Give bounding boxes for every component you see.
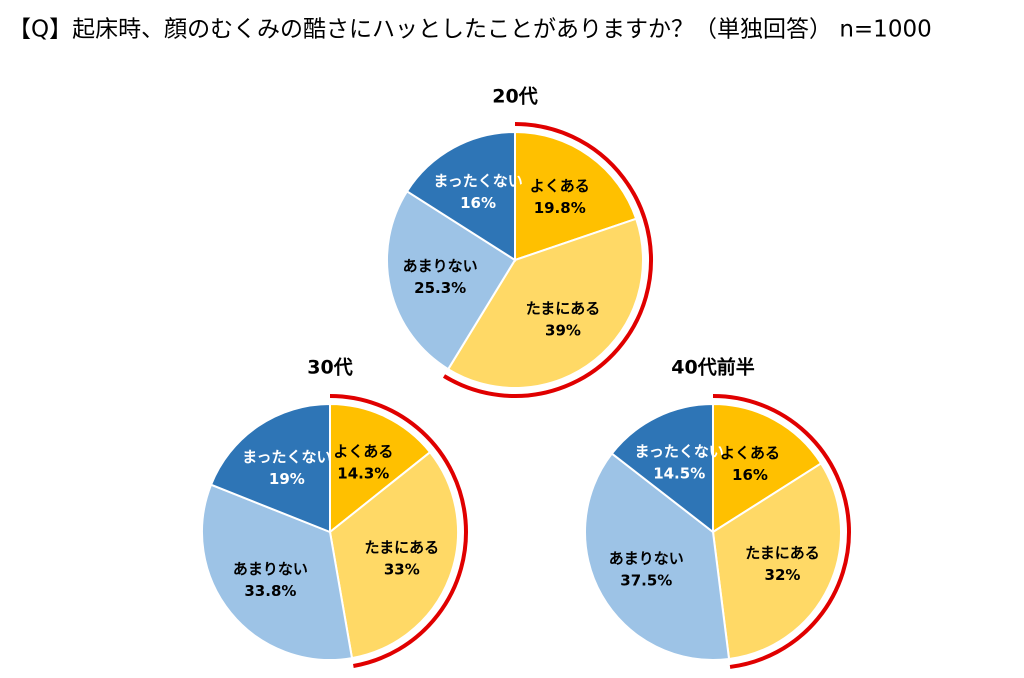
slice-category-label: よくある: [720, 444, 780, 462]
slice-value-label: 33.8%: [244, 582, 296, 600]
slice-category-label: あまりない: [233, 560, 308, 578]
pie-slice: [201, 483, 354, 661]
slice-category-label: たまにある: [526, 299, 601, 317]
highlight-arc: [329, 394, 468, 668]
pie-slice: [386, 189, 517, 371]
slice-category-label: たまにある: [365, 539, 440, 557]
slice-value-label: 16%: [732, 466, 768, 484]
pie-slice: [328, 450, 459, 660]
page-title: 【Q】起床時、顔のむくみの酷さにハッとしたことがありますか？（単独回答） n=1…: [8, 17, 932, 43]
slice-value-label: 39%: [545, 321, 581, 339]
pie-slice: [610, 402, 714, 535]
pie-slice: [329, 402, 432, 535]
pie-slice: [446, 217, 644, 389]
pie-slice: [584, 452, 731, 661]
slice-value-label: 32%: [765, 566, 801, 584]
slice-category-label: よくある: [530, 177, 590, 195]
slice-category-label: あまりない: [403, 257, 478, 275]
slice-value-label: 19%: [269, 470, 305, 488]
slice-value-label: 14.3%: [337, 464, 389, 482]
slice-category-label: よくある: [333, 442, 393, 460]
slice-value-label: 19.8%: [534, 199, 586, 217]
slice-category-label: たまにある: [745, 544, 820, 562]
slice-category-label: あまりない: [609, 550, 684, 568]
pie-slice: [711, 462, 842, 661]
pie-slice: [405, 130, 516, 262]
slice-category-label: まったくない: [242, 448, 331, 466]
slice-category-label: まったくない: [635, 443, 724, 461]
pie-title: 40代前半: [671, 356, 754, 379]
highlight-arc: [442, 122, 653, 398]
slice-value-label: 37.5%: [620, 572, 672, 590]
pie-slice: [712, 402, 823, 534]
pie-slice: [514, 130, 638, 262]
slice-category-label: まったくない: [433, 172, 522, 190]
highlight-arc: [712, 394, 851, 669]
pie-slice: [209, 402, 331, 534]
pie-title: 30代: [307, 357, 352, 379]
slice-value-label: 33%: [384, 561, 420, 579]
slice-value-label: 14.5%: [653, 465, 705, 483]
pie-title: 20代: [492, 86, 537, 108]
slice-value-label: 25.3%: [414, 279, 466, 297]
slice-value-label: 16%: [460, 194, 496, 212]
